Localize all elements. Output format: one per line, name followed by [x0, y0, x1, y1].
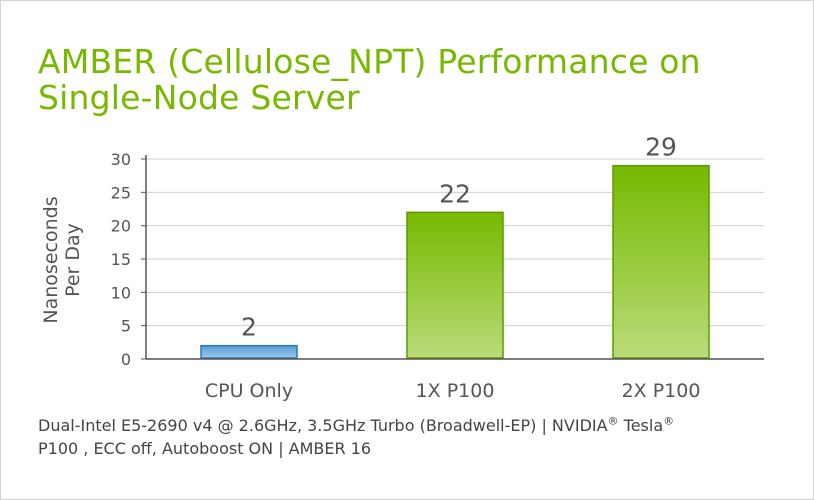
- x-tick-label: 1X P100: [416, 380, 495, 402]
- y-axis-label: Nanoseconds Per Day: [40, 196, 84, 323]
- y-axis-label-line-2: Per Day: [62, 223, 84, 297]
- registered-mark-2: ®: [663, 414, 675, 428]
- bar-2x-p100: [612, 164, 710, 359]
- x-tick-label: CPU Only: [205, 380, 293, 402]
- chart-title: AMBER (Cellulose_NPT) Performance on Sin…: [38, 42, 701, 117]
- y-axis-label-line-1: Nanoseconds: [40, 196, 62, 323]
- bars: [200, 164, 710, 359]
- footnote: Dual-Intel E5-2690 v4 @ 2.6GHz, 3.5GHz T…: [38, 414, 778, 460]
- y-tick-label: 25: [111, 183, 131, 202]
- y-tick-label: 10: [111, 283, 131, 302]
- footnote-line-2: P100 , ECC off, Autoboost ON | AMBER 16: [38, 439, 372, 458]
- y-axis-ticks: 0 5 10 15 20 25 30: [111, 150, 146, 369]
- y-tick-label: 5: [121, 317, 131, 336]
- bar-cpu-only: [200, 344, 298, 359]
- y-tick-label: 0: [121, 350, 131, 369]
- y-tick-label: 20: [111, 217, 131, 236]
- y-tick-label: 30: [111, 150, 131, 169]
- footnote-line-1a: Dual-Intel E5-2690 v4 @ 2.6GHz, 3.5GHz T…: [38, 416, 608, 435]
- y-tick-label: 15: [111, 250, 131, 269]
- x-tick-label: 2X P100: [622, 380, 701, 402]
- bar-1x-p100: [406, 211, 504, 359]
- data-label: 29: [645, 133, 677, 162]
- x-axis-ticks: CPU Only 1X P100 2X P100: [205, 380, 701, 402]
- registered-mark-1: ®: [607, 414, 619, 428]
- data-label: 22: [439, 179, 471, 208]
- footnote-line-1b: Tesla: [618, 416, 664, 435]
- data-label: 2: [241, 313, 257, 342]
